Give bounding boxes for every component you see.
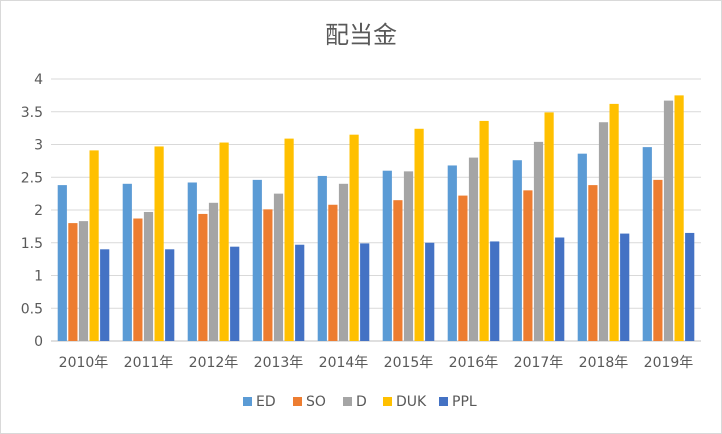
bar-so-3 [263,209,273,341]
bar-ed-5 [382,170,392,341]
legend-swatch-d [343,397,352,406]
x-tick-label: 2012年 [189,355,239,371]
y-tick-label: 1.5 [21,236,43,252]
bar-d-4 [338,183,349,341]
bar-d-1 [143,211,154,341]
y-tick-label: 3 [34,138,43,154]
x-tick-label: 2010年 [59,355,109,371]
bar-ed-3 [252,179,262,341]
bar-duk-6 [479,120,489,341]
legend-label-ppl: PPL [452,394,477,410]
bar-ppl-4 [360,243,370,341]
bar-ppl-6 [490,241,500,341]
bar-duk-8 [609,103,619,341]
bar-ppl-2 [230,246,240,341]
x-tick-label: 2015年 [384,355,434,371]
bar-so-9 [653,179,663,341]
bar-so-4 [328,204,338,341]
y-tick-label: 0.5 [21,301,43,317]
x-tick-label: 2014年 [319,355,369,371]
bar-ed-7 [512,160,522,341]
x-tick-label: 2016年 [449,355,499,371]
bar-ed-6 [447,165,457,341]
chart-title: 配当金 [325,21,397,49]
bar-so-0 [68,223,78,341]
bar-ed-9 [642,147,652,341]
bar-so-6 [458,195,468,341]
legend-swatch-so [293,397,302,406]
legend-swatch-duk [383,397,392,406]
x-tick-label: 2018年 [579,355,629,371]
bar-ed-0 [57,185,67,341]
y-tick-label: 4 [34,72,43,88]
y-tick-label: 0 [34,334,43,350]
bar-duk-9 [674,95,684,342]
x-axis: 2010年 2011年 2012年 2013年 2014年 2015年 2016年 2017年… [59,355,694,371]
bar-duk-7 [544,112,554,342]
bar-ppl-5 [425,242,435,341]
bar-duk-4 [349,134,359,341]
bar-so-8 [588,185,598,341]
bar-so-1 [133,218,143,341]
y-tick-label: 2.5 [21,170,43,186]
bar-d-7 [533,141,544,341]
bar-d-5 [403,171,414,341]
bar-ppl-7 [555,237,565,341]
legend-label-duk: DUK [396,394,427,410]
bar-ed-4 [317,175,327,341]
legend-label-so: SO [306,394,326,410]
bar-d-0 [78,221,89,341]
bar-ppl-0 [100,249,110,341]
y-axis: 0 0.5 1 1.5 2 2.5 3 3.5 4 [21,72,43,350]
y-tick-label: 1 [34,269,43,285]
bar-d-8 [598,122,609,341]
bar-ppl-9 [685,232,695,341]
bars [57,95,695,342]
x-tick-label: 2011年 [124,355,174,371]
bar-d-3 [273,193,284,342]
legend: ED SO D DUK PPL [243,394,477,410]
bar-ppl-8 [620,233,630,341]
bar-so-2 [198,213,208,341]
bar-ed-1 [122,183,132,341]
bar-duk-0 [89,150,99,341]
bar-ppl-1 [165,249,175,341]
bar-ed-8 [577,153,587,341]
x-tick-label: 2017年 [514,355,564,371]
bar-so-5 [393,200,403,341]
bar-duk-5 [414,128,424,341]
y-tick-label: 2 [34,203,43,219]
bar-d-6 [468,157,479,341]
y-tick-label: 3.5 [21,105,43,121]
legend-label-d: D [356,394,367,410]
bar-ppl-3 [295,244,305,341]
legend-label-ed: ED [256,394,276,410]
bar-d-9 [663,100,674,342]
bar-duk-1 [154,146,164,341]
bar-d-2 [208,202,219,341]
legend-swatch-ed [243,397,252,406]
x-tick-label: 2013年 [254,355,304,371]
bar-duk-3 [284,138,294,341]
bar-ed-2 [187,182,197,341]
legend-swatch-ppl [439,397,448,406]
bar-duk-2 [219,142,229,341]
bar-so-7 [523,190,533,341]
x-tick-label: 2019年 [644,355,694,371]
